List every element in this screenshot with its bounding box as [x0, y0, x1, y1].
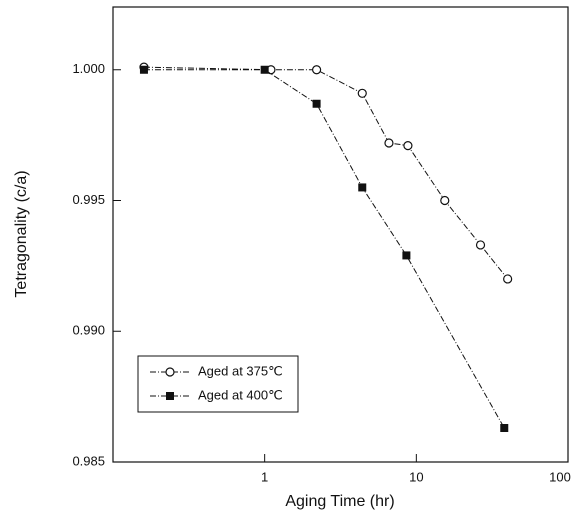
- x-tick-label: 100: [549, 469, 571, 484]
- y-tick-label: 0.985: [72, 453, 105, 468]
- marker: [475, 240, 486, 250]
- legend-marker: [165, 367, 175, 377]
- marker: [384, 138, 394, 148]
- series-line: [143, 66, 509, 280]
- legend-marker: [166, 392, 174, 400]
- y-tick-label: 0.995: [72, 192, 105, 207]
- plot-frame: [112, 6, 569, 463]
- marker: [357, 88, 367, 98]
- x-tick-label: 10: [409, 469, 423, 484]
- legend-label: Aged at 400℃: [198, 387, 283, 402]
- legend-box: [137, 355, 299, 413]
- legend-label: Aged at 375℃: [198, 363, 283, 378]
- marker: [358, 183, 367, 192]
- y-tick-label: 1.000: [72, 61, 105, 76]
- marker: [260, 65, 269, 74]
- marker: [440, 195, 450, 206]
- x-tick-label: 1: [261, 469, 268, 484]
- marker: [503, 274, 513, 284]
- marker: [402, 251, 411, 260]
- marker: [139, 65, 148, 74]
- y-axis-label: Tetragonality (c/a): [13, 170, 30, 297]
- marker: [403, 140, 413, 151]
- x-axis-label: Aging Time (hr): [285, 493, 394, 510]
- marker: [312, 65, 322, 75]
- series-line: [143, 69, 505, 429]
- marker: [500, 424, 509, 433]
- y-tick-label: 0.990: [72, 323, 105, 338]
- marker: [312, 99, 321, 108]
